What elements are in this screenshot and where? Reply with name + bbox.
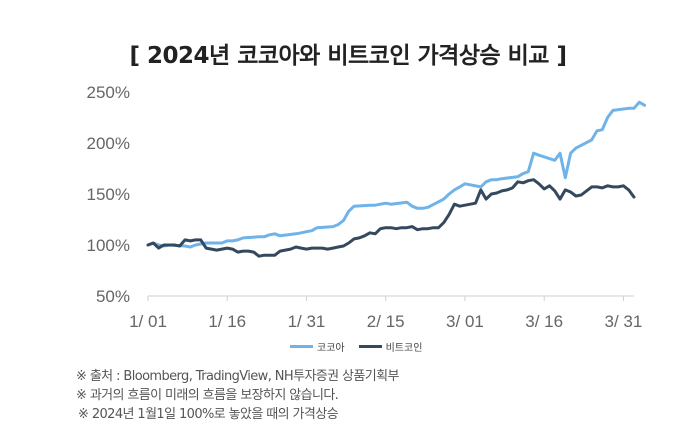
series-line-cocoa <box>146 100 647 249</box>
y-tick-label: 200% <box>87 134 130 153</box>
y-tick-label: 50% <box>96 287 130 306</box>
legend-label-bitcoin: 비트코인 <box>385 342 423 354</box>
source-notes: ※ 출처 : Bloomberg, TradingView, NH투자증권 상품… <box>76 367 399 424</box>
y-tick-label: 100% <box>87 236 130 255</box>
note-source: ※ 출처 : Bloomberg, TradingView, NH투자증권 상품… <box>76 369 399 384</box>
series-line-bitcoin <box>146 178 636 258</box>
x-tick-label: 1/ 01 <box>129 312 167 331</box>
x-tick-label: 1/ 16 <box>208 312 246 331</box>
x-axis: 1/ 01 1/ 16 1/ 31 2/ 15 3/ 01 3/ 16 3/ 31 <box>129 295 643 331</box>
chart-legend: 코코아 비트코인 <box>290 338 436 354</box>
x-tick-label: 1/ 31 <box>288 312 326 331</box>
legend-item-cocoa: 코코아 <box>290 339 345 354</box>
legend-label-cocoa: 코코아 <box>317 342 345 354</box>
x-tick-label: 3/ 31 <box>605 312 643 331</box>
legend-item-bitcoin: 비트코인 <box>358 339 423 354</box>
y-tick-label: 250% <box>87 83 130 102</box>
x-tick-label: 3/ 01 <box>446 312 484 331</box>
x-tick-label: 3/ 16 <box>525 312 563 331</box>
y-axis: 50% 100% 150% 200% 250% <box>87 83 130 306</box>
plot-lines <box>146 100 647 258</box>
chart-title: [ 2024년 코코아와 비트코인 가격상승 비교 ] <box>129 43 567 69</box>
x-tick-label: 2/ 15 <box>367 312 405 331</box>
note-disclaimer: ※ 과거의 흐름이 미래의 흐름을 보장하지 않습니다. <box>76 388 339 403</box>
note-baseline: ※ 2024년 1월1일 100%로 놓았을 때의 가격상승 <box>78 407 339 422</box>
y-tick-label: 150% <box>87 185 130 204</box>
legend-swatch-cocoa <box>290 344 313 348</box>
legend-swatch-bitcoin <box>358 344 382 348</box>
